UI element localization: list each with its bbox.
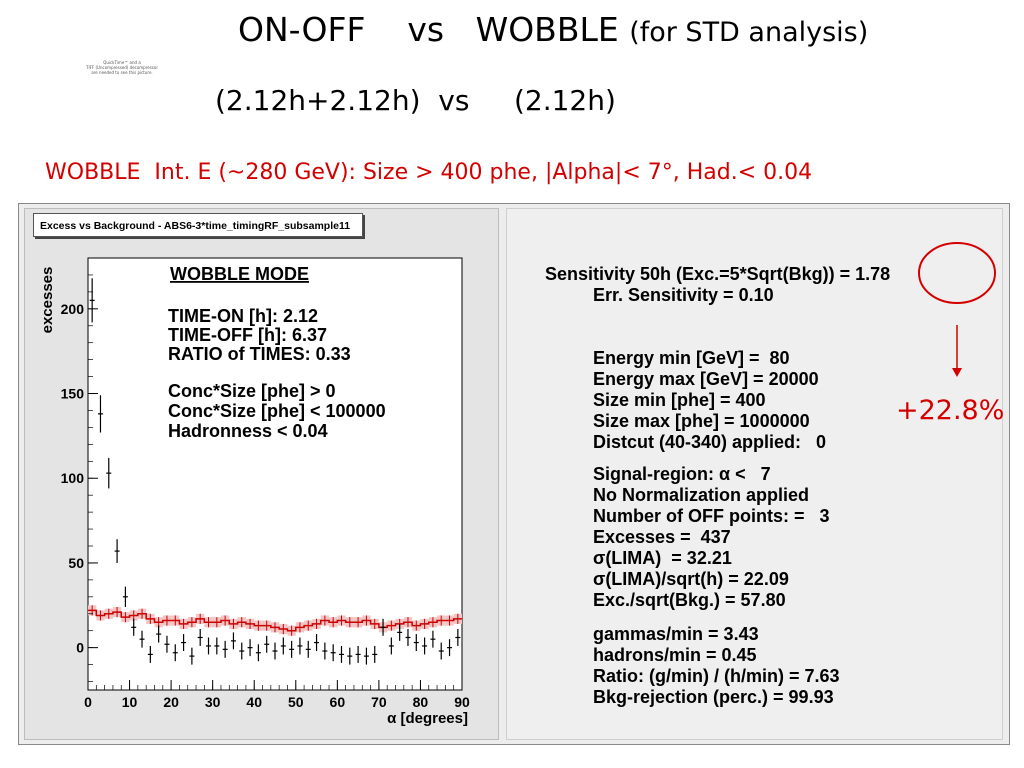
quicktime-line: QuickTime™ and a [103, 60, 141, 65]
slide-title-line2: (2.12h+2.12h) vs (2.12h) [215, 84, 616, 117]
x-tick-label: 60 [330, 694, 346, 710]
x-axis-label: α [degrees] [387, 710, 468, 727]
x-tick-label: 50 [288, 694, 304, 710]
slide-subtitle: WOBBLE Int. E (~280 GeV): Size > 400 phe… [45, 160, 813, 185]
legend-hadronness: Hadronness < 0.04 [168, 421, 328, 441]
y-tick-label: 0 [76, 640, 84, 656]
x-tick-label: 30 [205, 694, 221, 710]
energy-min-line: Energy min [GeV] = 80 [593, 348, 790, 368]
y-tick-label: 150 [61, 386, 85, 402]
signal-region-line: Signal-region: α < 7 [593, 464, 771, 484]
info-pane [506, 208, 1003, 740]
sensitivity-line: Sensitivity 50h (Exc.=5*Sqrt(Bkg)) = 1.7… [545, 264, 891, 284]
background-step-line [88, 609, 462, 632]
axes: 0 10 20 30 40 50 60 70 80 90 0 50 100 150 200 [61, 274, 470, 710]
plot-legend-text: WOBBLE MODE TIME-ON [h]: 2.12 TIME-OFF [… [168, 264, 386, 441]
excess-points [89, 278, 461, 665]
y-tick-label: 50 [68, 555, 84, 571]
energy-max-line: Energy max [GeV] = 20000 [593, 369, 819, 389]
exc-sqrt-bkg-line: Exc./sqrt(Bkg.) = 57.80 [593, 590, 786, 610]
off-points-line: Number of OFF points: = 3 [593, 506, 830, 526]
normalization-line: No Normalization applied [593, 485, 810, 505]
legend-time-off: TIME-OFF [h]: 6.37 [168, 325, 327, 345]
sigma-lima-sqrt-line: σ(LIMA)/sqrt(h) = 22.09 [593, 569, 789, 589]
sensitivity-highlight-circle [918, 242, 996, 304]
slide-title-line1: ON-OFF vs WOBBLE (for STD analysis) [238, 10, 868, 49]
quicktime-placeholder: QuickTime™ and a TIFF (Uncompressed) dec… [62, 60, 182, 75]
x-tick-label: 0 [84, 694, 92, 710]
legend-time-on: TIME-ON [h]: 2.12 [168, 306, 318, 326]
sensitivity-improvement-label: +22.8% [896, 395, 1005, 426]
hadrons-line: hadrons/min = 0.45 [593, 645, 757, 665]
x-tick-label: 40 [246, 694, 262, 710]
slide-title-main: ON-OFF vs WOBBLE [238, 10, 630, 49]
x-tick-label: 90 [454, 694, 470, 710]
legend-size-min: Conc*Size [phe] > 0 [168, 381, 336, 401]
x-tick-label: 70 [371, 694, 387, 710]
quicktime-line: TIFF (Uncompressed) decompressor [86, 65, 158, 70]
legend-size-max: Conc*Size [phe] < 100000 [168, 401, 386, 421]
gammas-line: gammas/min = 3.43 [593, 624, 759, 644]
quicktime-line: are needed to see this picture. [91, 70, 153, 75]
x-tick-label: 10 [122, 694, 138, 710]
plot-title-box: Excess vs Background - ABS6-3*time_timin… [33, 213, 363, 237]
distcut-line: Distcut (40-340) applied: 0 [593, 432, 827, 452]
legend-mode: WOBBLE MODE [170, 264, 309, 284]
y-axis-label: excesses [39, 267, 56, 334]
sigma-lima-line: σ(LIMA) = 32.21 [593, 548, 732, 568]
annotation-arrow-head [952, 368, 962, 377]
slide-title-small: (for STD analysis) [629, 17, 869, 48]
background-histogram [88, 605, 462, 636]
x-tick-label: 80 [413, 694, 429, 710]
excesses-line: Excesses = 437 [593, 527, 731, 547]
bkg-rejection-line: Bkg-rejection (perc.) = 99.93 [593, 687, 834, 707]
ratio-line: Ratio: (g/min) / (h/min) = 7.63 [593, 666, 840, 686]
size-min-line: Size min [phe] = 400 [593, 390, 766, 410]
y-tick-label: 200 [61, 301, 85, 317]
y-tick-label: 100 [61, 470, 85, 486]
legend-ratio: RATIO of TIMES: 0.33 [168, 344, 351, 364]
x-tick-label: 20 [163, 694, 179, 710]
err-sensitivity-line: Err. Sensitivity = 0.10 [593, 285, 774, 305]
size-max-line: Size max [phe] = 1000000 [593, 411, 810, 431]
